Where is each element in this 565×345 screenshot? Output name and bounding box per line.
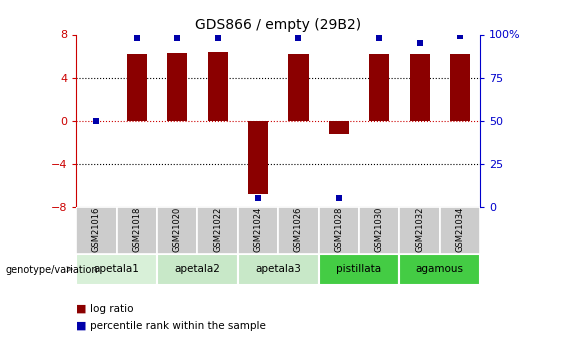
Bar [238, 207, 279, 254]
Bar [399, 207, 440, 254]
Text: ■: ■ [76, 304, 87, 314]
Text: GSM21034: GSM21034 [455, 207, 464, 252]
Text: GSM21024: GSM21024 [254, 207, 263, 252]
Title: GDS866 / empty (29B2): GDS866 / empty (29B2) [195, 18, 362, 32]
Bar [369, 54, 389, 121]
Text: GSM21028: GSM21028 [334, 207, 344, 252]
Text: apetala2: apetala2 [175, 264, 220, 274]
Bar [198, 207, 238, 254]
Text: agamous: agamous [416, 264, 464, 274]
Bar [157, 254, 238, 285]
Text: pistillata: pistillata [337, 264, 381, 274]
Bar [450, 54, 470, 121]
Bar [117, 207, 157, 254]
Text: apetala3: apetala3 [255, 264, 301, 274]
Bar [207, 52, 228, 121]
Bar [359, 207, 399, 254]
Bar [76, 207, 117, 254]
Bar [410, 54, 430, 121]
Bar [76, 254, 157, 285]
Text: log ratio: log ratio [90, 304, 134, 314]
Bar [167, 53, 188, 121]
Bar [399, 254, 480, 285]
Bar [127, 54, 147, 121]
Text: GSM21018: GSM21018 [132, 207, 141, 252]
Bar [279, 207, 319, 254]
Bar [319, 254, 399, 285]
Bar [288, 54, 308, 121]
Bar [440, 207, 480, 254]
Bar [329, 121, 349, 134]
Text: GSM21026: GSM21026 [294, 207, 303, 252]
Text: GSM21020: GSM21020 [173, 207, 182, 252]
Text: GSM21016: GSM21016 [92, 207, 101, 252]
Bar [319, 207, 359, 254]
Bar [238, 254, 319, 285]
Text: apetala1: apetala1 [94, 264, 140, 274]
Text: GSM21022: GSM21022 [213, 207, 222, 252]
Bar [157, 207, 198, 254]
Text: GSM21032: GSM21032 [415, 207, 424, 252]
Text: GSM21030: GSM21030 [375, 207, 384, 252]
Text: genotype/variation: genotype/variation [6, 265, 98, 275]
Text: ■: ■ [76, 321, 87, 331]
Bar [248, 121, 268, 194]
Text: percentile rank within the sample: percentile rank within the sample [90, 321, 266, 331]
